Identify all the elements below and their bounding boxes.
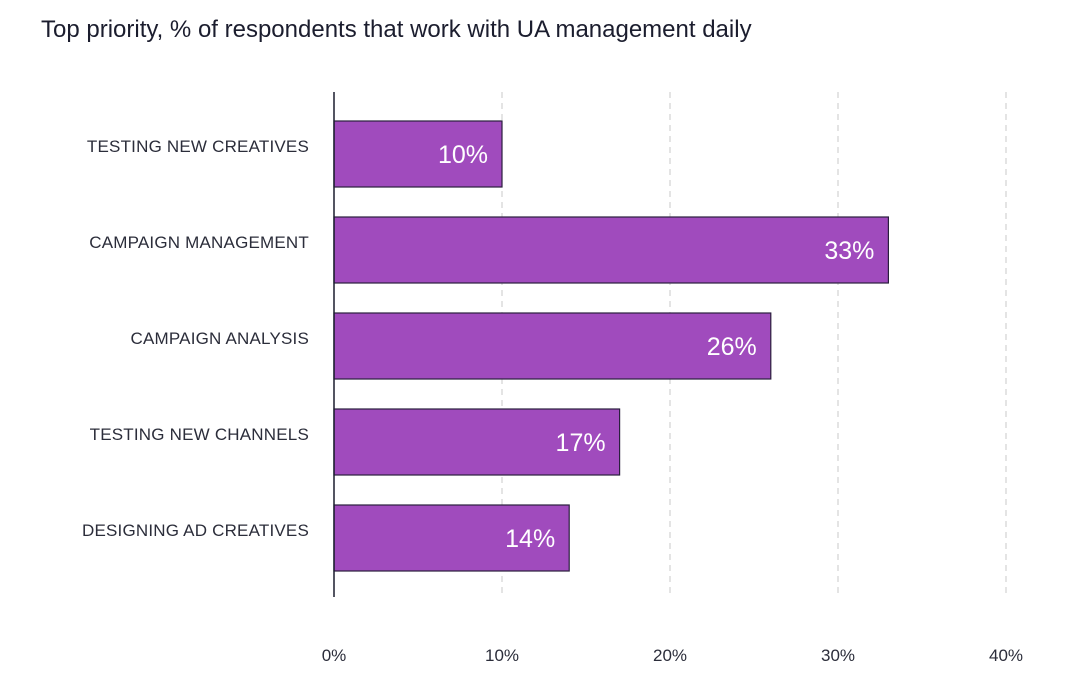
x-tick-label: 20% bbox=[653, 646, 687, 665]
category-label: TESTING NEW CREATIVES bbox=[87, 137, 309, 156]
x-axis-ticks: 0% 10% 20% 30% 40% bbox=[322, 646, 1023, 665]
bar bbox=[333, 312, 772, 380]
bar bbox=[333, 408, 621, 476]
category-label: TESTING NEW CHANNELS bbox=[90, 425, 309, 444]
category-label: CAMPAIGN MANAGEMENT bbox=[89, 233, 309, 252]
bar-value-label: 26% bbox=[707, 333, 757, 361]
bar-value-label: 10% bbox=[438, 141, 488, 169]
category-labels: TESTING NEW CREATIVES CAMPAIGN MANAGEMENT… bbox=[82, 137, 309, 540]
bars: 10% 33% 26% 17% 14% bbox=[333, 120, 890, 572]
bar bbox=[333, 504, 570, 572]
category-label: CAMPAIGN ANALYSIS bbox=[131, 329, 310, 348]
x-tick-label: 0% bbox=[322, 646, 347, 665]
x-tick-label: 30% bbox=[821, 646, 855, 665]
chart-title: Top priority, % of respondents that work… bbox=[41, 16, 752, 43]
bar-value-label: 17% bbox=[556, 429, 606, 457]
x-tick-label: 10% bbox=[485, 646, 519, 665]
bar bbox=[333, 120, 503, 188]
bar bbox=[333, 216, 890, 284]
bar-value-label: 14% bbox=[505, 525, 555, 553]
x-tick-label: 40% bbox=[989, 646, 1023, 665]
bar-value-label: 33% bbox=[824, 237, 874, 265]
category-label: DESIGNING AD CREATIVES bbox=[82, 521, 309, 540]
